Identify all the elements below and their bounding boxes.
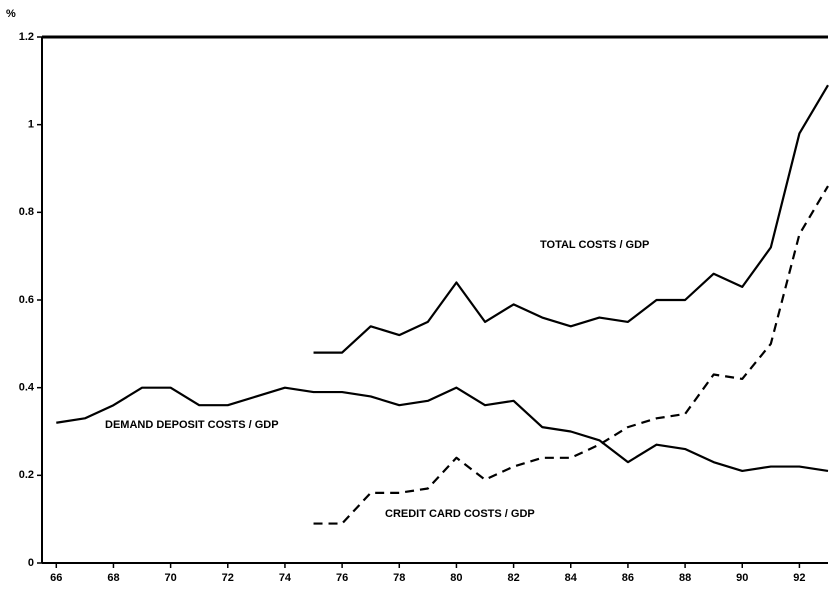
y-tick-label: 0.8 [19,206,34,218]
x-tick-label: 84 [565,572,578,584]
series-label: TOTAL COSTS / GDP [540,239,649,251]
x-tick-label: 92 [793,572,805,584]
x-tick-label: 72 [222,572,234,584]
x-tick-label: 68 [107,572,119,584]
x-tick-label: 90 [736,572,748,584]
x-tick-label: 86 [622,572,634,584]
series-line [56,386,829,473]
y-tick-label: 1 [28,119,34,131]
x-tick-label: 70 [164,572,176,584]
x-tick-label: 74 [279,572,292,584]
series-label: DEMAND DEPOSIT COSTS / GDP [105,419,279,431]
y-tick-label: 0 [28,557,34,569]
y-tick-label: 0.6 [19,294,34,306]
y-unit: % [6,8,16,20]
y-tick-label: 1.2 [19,31,34,43]
series-label: CREDIT CARD COSTS / GDP [385,508,535,520]
y-tick-label: 0.4 [19,382,35,394]
x-tick-label: 78 [393,572,405,584]
x-tick-label: 66 [50,572,62,584]
y-tick-label: 0.2 [19,469,34,481]
series-line [313,185,829,525]
x-tick-label: 88 [679,572,691,584]
x-tick-label: 76 [336,572,348,584]
x-tick-label: 80 [450,572,462,584]
series-line [313,84,829,354]
x-tick-label: 82 [507,572,519,584]
